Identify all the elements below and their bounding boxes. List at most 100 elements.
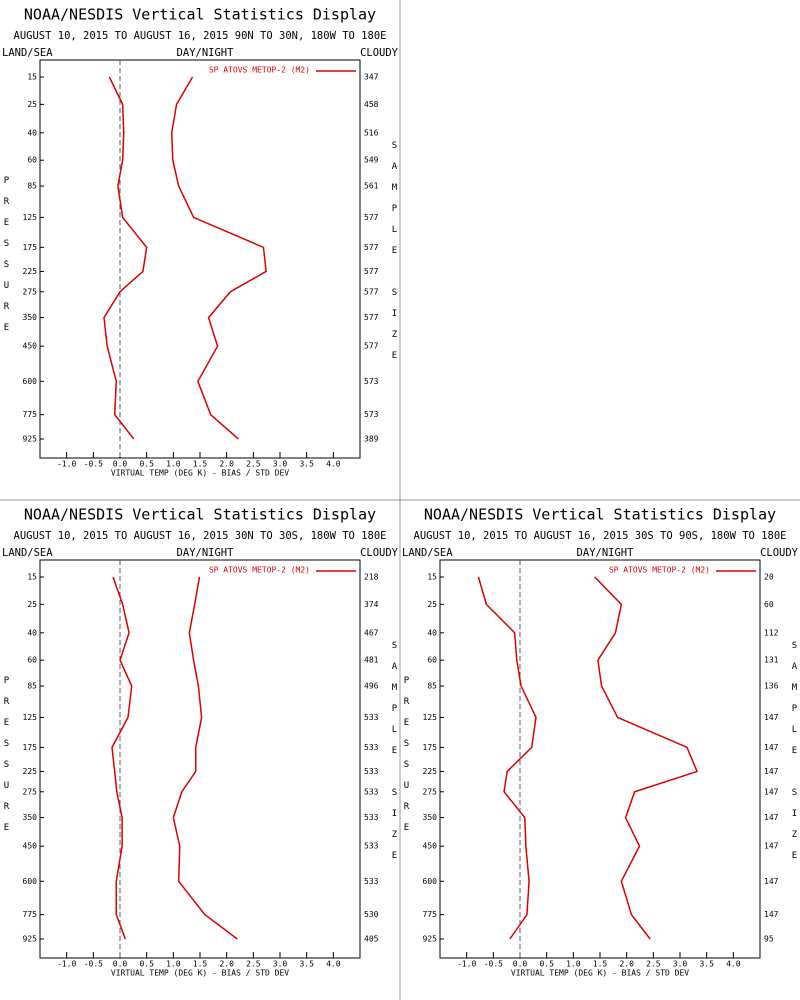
sample-size: 533 [364, 787, 379, 796]
x-tick-label: -1.0 [57, 460, 76, 469]
y-tick-label: 85 [27, 682, 37, 691]
data-line [172, 576, 238, 940]
y-tick-label: 350 [423, 813, 438, 822]
sample-size: 496 [364, 682, 379, 691]
y-tick-label: 225 [423, 767, 438, 776]
x-tick-label: 0.0 [113, 460, 128, 469]
y-tick-label: 175 [423, 743, 438, 752]
x-tick-label: 1.0 [166, 960, 181, 969]
y-tick-label: 125 [23, 213, 38, 222]
x-tick-label: 4.0 [326, 960, 341, 969]
x-tick-label: 2.5 [246, 960, 261, 969]
subtitle: AUGUST 10, 2015 TO AUGUST 16, 2015 30N T… [14, 530, 387, 542]
label: LAND/SEA [2, 47, 53, 59]
sample-size: 516 [364, 128, 379, 137]
sample-size: 95 [764, 935, 774, 944]
sample-size: 549 [364, 156, 379, 165]
x-tick-label: 0.0 [113, 960, 128, 969]
y-axis-label: PRESSURE [2, 676, 12, 844]
sample-size: 389 [364, 435, 379, 444]
sample-size: 577 [364, 243, 379, 252]
title: NOAA/NESDIS Vertical Statistics Display [24, 6, 376, 24]
sample-size: 147 [764, 743, 779, 752]
x-tick-label: 3.5 [299, 960, 314, 969]
y-tick-label: 15 [427, 573, 437, 582]
x-tick-label: 0.0 [513, 960, 528, 969]
y-tick-label: 775 [423, 910, 438, 919]
legend-label: SP ATOVS METOP-2 (M2) [609, 566, 710, 575]
sample-size: 577 [364, 213, 379, 222]
x-tick-label: 1.0 [566, 960, 581, 969]
x-tick-label: -1.0 [457, 960, 476, 969]
y-tick-label: 15 [27, 73, 37, 82]
y-tick-label: 925 [423, 935, 438, 944]
sample-size: 131 [764, 656, 779, 665]
sample-size: 530 [364, 910, 379, 919]
sample-size: 577 [364, 267, 379, 276]
y-tick-label: 225 [23, 267, 38, 276]
sample-size: 577 [364, 342, 379, 351]
sample-size: 147 [764, 842, 779, 851]
y-tick-label: 85 [27, 182, 37, 191]
y2-axis-label: SAMPLE SIZE [790, 641, 800, 872]
y-tick-label: 60 [27, 656, 37, 665]
y-tick-label: 925 [23, 935, 38, 944]
subtitle: AUGUST 10, 2015 TO AUGUST 16, 2015 30S T… [414, 530, 787, 542]
y-tick-label: 275 [23, 787, 38, 796]
y-tick-label: 275 [23, 287, 38, 296]
y-tick-label: 25 [27, 100, 37, 109]
y-axis-label: PRESSURE [402, 676, 412, 844]
y-tick-label: 275 [423, 787, 438, 796]
x-tick-label: -0.5 [484, 960, 503, 969]
data-line [477, 576, 537, 940]
label: CLOUDY [360, 547, 399, 559]
sample-size: 147 [764, 910, 779, 919]
x-tick-label: 3.0 [273, 460, 288, 469]
sample-size: 533 [364, 842, 379, 851]
y2-axis-label: SAMPLE SIZE [390, 141, 400, 372]
label: DAY/NIGHT [577, 547, 635, 559]
y-tick-label: 25 [27, 600, 37, 609]
sample-size: 112 [764, 628, 779, 637]
x-tick-label: 3.5 [699, 960, 714, 969]
sample-size: 458 [364, 100, 379, 109]
sample-size: 577 [364, 287, 379, 296]
x-tick-label: -0.5 [84, 460, 103, 469]
y-tick-label: 775 [23, 910, 38, 919]
x-tick-label: 2.0 [219, 960, 234, 969]
sample-size: 374 [364, 600, 379, 609]
title: NOAA/NESDIS Vertical Statistics Display [24, 506, 376, 524]
sample-size: 561 [364, 182, 379, 191]
y-tick-label: 600 [23, 377, 38, 386]
x-axis-label: VIRTUAL TEMP (DEG K) - BIAS / STD DEV [511, 969, 689, 978]
y-tick-label: 350 [23, 313, 38, 322]
label: LAND/SEA [2, 547, 53, 559]
label: CLOUDY [360, 47, 399, 59]
y-tick-label: 15 [27, 573, 37, 582]
label: DAY/NIGHT [177, 47, 235, 59]
sample-size: 147 [764, 787, 779, 796]
sample-size: 147 [764, 813, 779, 822]
sample-size: 533 [364, 877, 379, 886]
y-tick-label: 775 [23, 410, 38, 419]
x-tick-label: 3.0 [673, 960, 688, 969]
x-tick-label: 0.5 [539, 960, 554, 969]
y-tick-label: 350 [23, 813, 38, 822]
y-tick-label: 25 [427, 600, 437, 609]
sample-size: 533 [364, 713, 379, 722]
x-tick-label: 0.5 [139, 960, 154, 969]
y-tick-label: 600 [23, 877, 38, 886]
label: DAY/NIGHT [177, 547, 235, 559]
panel: NOAA/NESDIS Vertical Statistics Display A… [2, 6, 400, 478]
x-tick-label: 1.0 [166, 460, 181, 469]
legend-label: SP ATOVS METOP-2 (M2) [209, 66, 310, 75]
y-axis-label: PRESSURE [2, 176, 12, 344]
y-tick-label: 225 [23, 767, 38, 776]
y-tick-label: 85 [427, 682, 437, 691]
sample-size: 20 [764, 573, 774, 582]
subtitle: AUGUST 10, 2015 TO AUGUST 16, 2015 90N T… [14, 30, 387, 42]
x-tick-label: 4.0 [726, 960, 741, 969]
x-tick-label: 2.5 [246, 460, 261, 469]
x-tick-label: 4.0 [326, 460, 341, 469]
